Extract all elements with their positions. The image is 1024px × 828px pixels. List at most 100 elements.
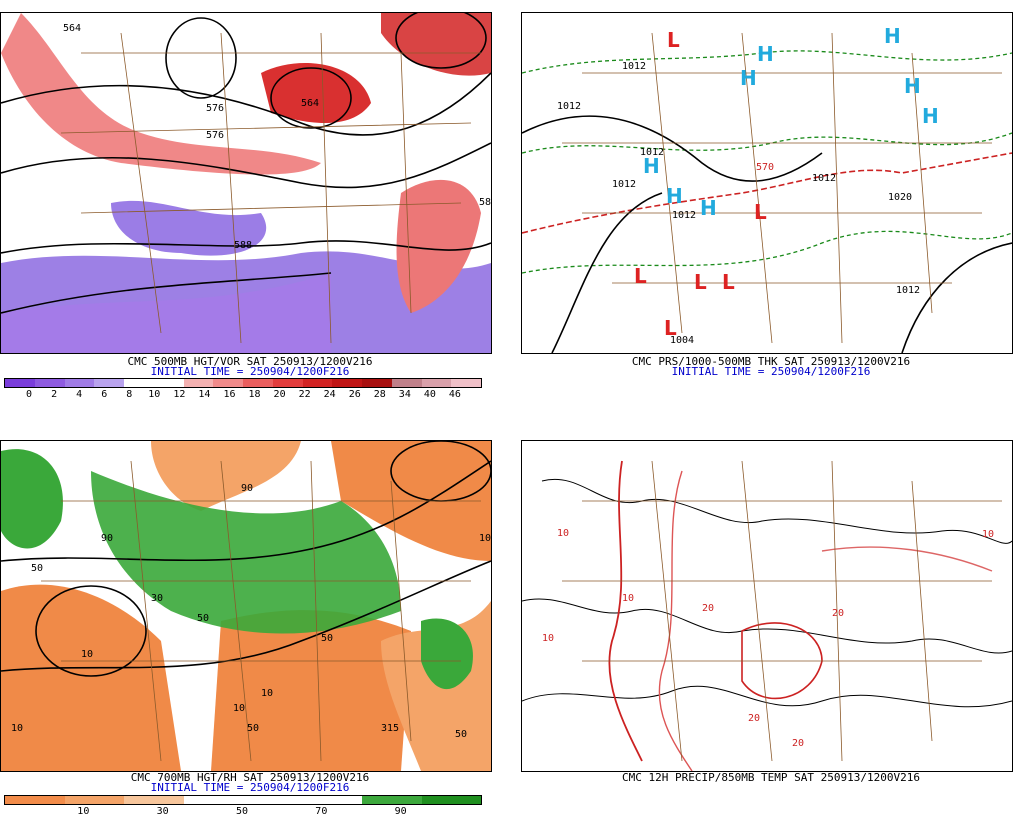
pressure-label: 1012	[812, 173, 836, 184]
rh-moist-area	[421, 618, 473, 690]
colorbar-swatch	[64, 379, 95, 387]
rh-label: 50	[197, 613, 209, 624]
colorbar-tick-label: 8	[126, 389, 133, 400]
vort-area-purple	[1, 273, 331, 353]
colorbar-tick-label: 6	[101, 389, 108, 400]
panel-title: CMC 12H PRECIP/850MB TEMP SAT 250913/120…	[621, 771, 920, 784]
colorbar-swatch	[302, 796, 362, 804]
colorbar-swatch	[153, 379, 184, 387]
colorbar-tick-label: 26	[348, 389, 361, 400]
colorbar-labels: 10 30 50 70 90	[4, 806, 480, 818]
temp-label: 20	[792, 738, 804, 749]
colorbar-swatch	[34, 379, 65, 387]
panel-title: CMC 700MB HGT/RH SAT 250913/1200V216	[130, 771, 370, 784]
colorbar-tick-label: 14	[198, 389, 211, 400]
initial-time: INITIAL TIME = 250904/1200F216	[150, 781, 350, 794]
contour-label: 588	[479, 197, 491, 208]
colorbar-tick-label: 70	[315, 806, 328, 817]
low-center: L	[667, 28, 680, 52]
temp-label: 10	[982, 529, 994, 540]
rh-label: 10	[233, 703, 245, 714]
map-precip: 10 10 20 20 10 20 10 20	[521, 440, 1013, 772]
map-pressure: 1012 1012 1012 1012 1012 1012 1020 1004 …	[521, 12, 1013, 354]
colorbar-tick-label: 90	[394, 806, 407, 817]
colorbar-swatch	[124, 379, 154, 387]
contour-label: 588	[234, 240, 252, 251]
rh-label: 50	[455, 729, 467, 740]
colorbar-tick-label: 18	[248, 389, 261, 400]
panel-precip-850mb-temp: 10 10 20 20 10 20 10 20 CMC 12H PRECIP/8…	[521, 428, 1021, 828]
colorbar-swatch	[421, 379, 452, 387]
low-center: L	[694, 270, 707, 294]
colorbar-swatch	[451, 379, 481, 387]
colorbar-tick-label: 4	[76, 389, 83, 400]
pressure-label: 1012	[896, 285, 920, 296]
pressure-label: 1012	[622, 61, 646, 72]
panel-700mb-rh: 10 50 90 30 10 50 90 50 10 10 315 50 10 …	[0, 428, 500, 828]
temp-label: 20	[702, 603, 714, 614]
low-center: L	[754, 200, 767, 224]
colorbar-tick-label: 12	[173, 389, 186, 400]
high-center: H	[643, 154, 660, 178]
colorbar-swatch	[332, 379, 362, 387]
panel-title: CMC 500MB HGT/VOR SAT 250913/1200V216	[127, 355, 373, 368]
high-center: H	[884, 24, 901, 48]
rh-label: 90	[101, 533, 113, 544]
pressure-label: 1012	[557, 101, 581, 112]
colorbar-swatch	[94, 379, 124, 387]
contour-label: 576	[206, 103, 224, 114]
pressure-label: 1012	[612, 179, 636, 190]
rh-dry-area	[211, 610, 411, 771]
colorbar-labels: 0 2 4 6 8 10 12 14 16 18 20 22 24 26 28 34 40 46	[4, 389, 480, 401]
high-center: H	[666, 184, 683, 208]
rh-label: 50	[247, 723, 259, 734]
pressure-label: 1004	[670, 335, 694, 346]
temp-label: 10	[622, 593, 634, 604]
colorbar-tick-label: 22	[298, 389, 311, 400]
rh-dry-area	[1, 584, 181, 771]
colorbar-tick-label: 34	[398, 389, 411, 400]
temp-label: 20	[748, 713, 760, 724]
contour-label: 564	[63, 23, 81, 34]
high-center: H	[904, 74, 921, 98]
colorbar-swatch	[5, 796, 65, 804]
vort-band-red	[1, 13, 321, 175]
colorbar-swatch	[124, 796, 184, 804]
contour-label: 564	[301, 98, 319, 109]
initial-time: INITIAL TIME = 250904/1200F216	[150, 365, 350, 378]
low-center: L	[634, 264, 647, 288]
panel-500mb-vorticity: 564 576 576 564 588 588 CMC 500MB HGT/VO…	[0, 0, 500, 400]
colorbar	[4, 795, 482, 805]
map-700mb: 10 50 90 30 10 50 90 50 10 10 315 50 10 …	[0, 440, 492, 772]
vort-band-red	[396, 179, 481, 313]
panel-title: CMC PRS/1000-500MB THK SAT 250913/1200V2…	[631, 355, 911, 368]
rh-label: 10	[479, 533, 491, 544]
colorbar-swatch	[5, 379, 35, 387]
rh-moist-area	[1, 449, 63, 549]
colorbar-swatch	[391, 379, 422, 387]
colorbar-tick-label: 24	[323, 389, 336, 400]
colorbar-swatch	[362, 796, 422, 804]
panel-pressure-thickness: 1012 1012 1012 1012 1012 1012 1020 1004 …	[521, 0, 1021, 400]
rh-label: 50	[321, 633, 333, 644]
rh-label: 10	[11, 723, 23, 734]
rh-label: 10	[261, 688, 273, 699]
high-center: H	[757, 42, 774, 66]
pressure-label: 1020	[888, 192, 912, 203]
colorbar-swatch	[362, 379, 392, 387]
vort-max-red	[381, 13, 491, 76]
colorbar-swatch	[64, 796, 124, 804]
rh-label: 10	[81, 649, 93, 660]
colorbar-tick-label: 30	[156, 806, 169, 817]
temp-label: 10	[557, 528, 569, 539]
colorbar-swatch	[243, 379, 273, 387]
colorbar-swatch	[183, 796, 243, 804]
low-center: L	[722, 270, 735, 294]
colorbar-swatch	[272, 379, 303, 387]
high-center: H	[922, 104, 939, 128]
low-center: L	[664, 316, 677, 340]
colorbar-swatch	[421, 796, 481, 804]
colorbar-tick-label: 10	[77, 806, 90, 817]
temp-label: 20	[832, 608, 844, 619]
temp-label: 10	[542, 633, 554, 644]
